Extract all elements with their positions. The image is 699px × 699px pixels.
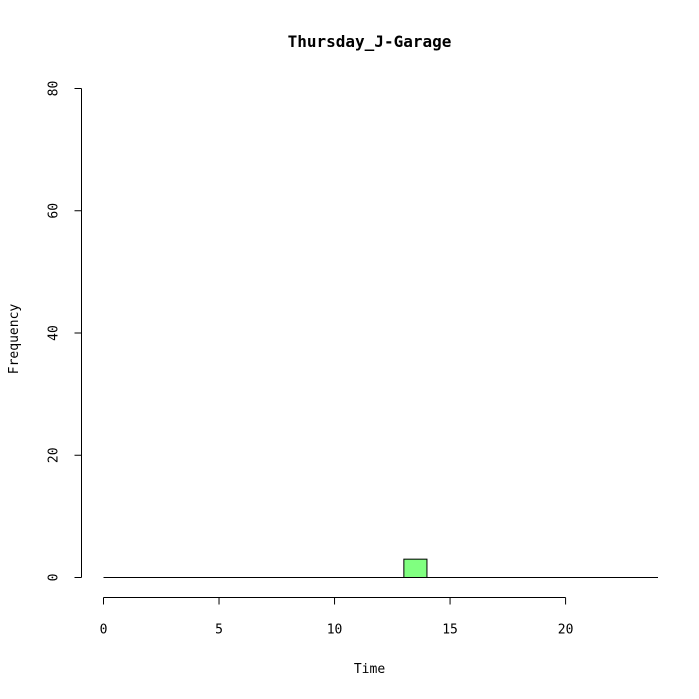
y-tick-label: 60	[47, 203, 62, 219]
y-tick-label: 0	[47, 574, 62, 582]
chart-title: Thursday_J-Garage	[288, 32, 452, 51]
y-axis: 0 20 40 60 80	[47, 81, 82, 582]
histogram-bar	[403, 558, 428, 578]
x-tick-label: 10	[327, 623, 343, 638]
y-axis-label: Frequency	[7, 304, 22, 375]
x-axis-label: Time	[354, 662, 385, 677]
x-axis: 0 5 10 15 20	[100, 597, 574, 638]
y-tick-label: 20	[47, 447, 62, 463]
x-tick-label: 5	[215, 623, 223, 638]
x-tick-label: 15	[442, 623, 458, 638]
y-tick-label: 40	[47, 325, 62, 341]
bars	[403, 558, 428, 578]
x-tick-label: 20	[558, 623, 574, 638]
x-tick-label: 0	[100, 623, 108, 638]
y-tick-label: 80	[47, 81, 62, 97]
